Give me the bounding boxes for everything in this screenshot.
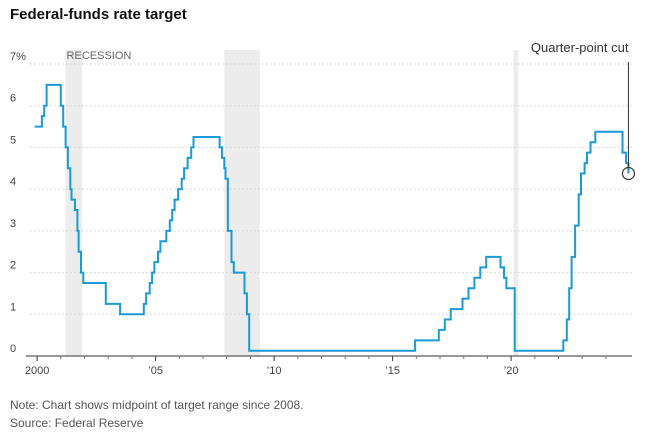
y-tick-label-6: 6	[10, 93, 16, 105]
y-tick-label-3: 3	[10, 218, 16, 230]
chart-title: Federal-funds rate target	[10, 6, 187, 23]
y-tick-label-4: 4	[10, 176, 16, 188]
annotation-label: Quarter-point cut	[531, 40, 629, 55]
y-tick-label-5: 5	[10, 134, 16, 146]
series-line-1	[34, 83, 630, 352]
x-tick-label-2010: ’10	[267, 365, 282, 377]
chart-note: Note: Chart shows midpoint of target ran…	[10, 398, 304, 412]
y-tick-label-1: 1	[10, 301, 16, 313]
axes: 7% 6 5 4 3 2 1 0 2000 ’05 ’10 ’15 ’20	[10, 51, 632, 377]
y-tick-label-0: 0	[10, 343, 16, 355]
y-tick-label-7: 7%	[10, 51, 26, 63]
recession-band-3	[513, 50, 519, 356]
x-tick-label-2000: 2000	[25, 365, 49, 377]
recession-bands: RECESSION	[65, 50, 519, 356]
annotation-marker	[621, 166, 636, 181]
gridlines	[30, 63, 632, 315]
recession-label: RECESSION	[67, 50, 132, 62]
y-tick-label-2: 2	[10, 260, 16, 272]
series-layer	[34, 83, 630, 352]
annotation-layer: Quarter-point cut	[531, 40, 636, 181]
recession-band-1	[65, 50, 83, 356]
chart-source: Source: Federal Reserve	[10, 416, 144, 430]
x-tick-label-2005: ’05	[148, 365, 163, 377]
x-tick-label-2020: ’20	[504, 365, 519, 377]
x-tick-label-2015: ’15	[385, 365, 400, 377]
recession-band-2	[224, 50, 260, 356]
